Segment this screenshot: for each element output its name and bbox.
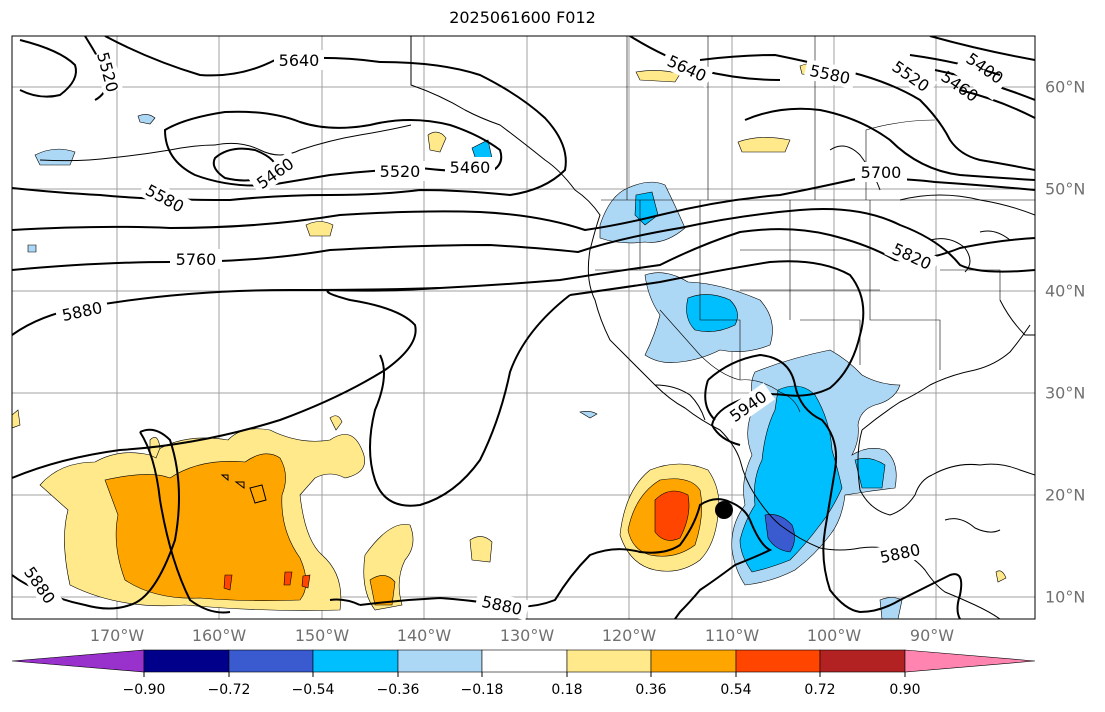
colorbar-bin <box>481 649 568 673</box>
lat-tick-label: 40°N <box>1045 281 1086 301</box>
colorbar-tick-label: −0.90 <box>122 682 166 698</box>
lon-tick-label: 150°W <box>294 626 350 645</box>
negative-anomaly-fill <box>27 114 903 619</box>
lat-tick-label: 30°N <box>1045 383 1086 403</box>
lon-tick-label: 120°W <box>601 626 657 645</box>
colorbar-bin <box>312 649 399 673</box>
colorbar-tick-label: −0.18 <box>460 682 504 698</box>
colorbar-bin <box>143 649 230 673</box>
lon-tick-label: 130°W <box>499 626 555 645</box>
political-borders <box>595 36 1035 413</box>
colorbar-bin <box>566 649 652 673</box>
contour-label: 5700 <box>861 163 902 182</box>
lon-tick-label: 140°W <box>396 626 452 645</box>
colorbar-bin <box>397 649 483 673</box>
graticule <box>12 36 1035 619</box>
colorbar-bin <box>735 649 821 673</box>
colorbar-bin <box>819 649 906 673</box>
colorbar-tick-label: 0.54 <box>720 682 752 698</box>
colorbar <box>11 649 1036 677</box>
lon-tick-label: 170°W <box>89 626 145 645</box>
map-title: 2025061600 F012 <box>449 8 596 27</box>
contour-label-group: 5520 5640 5640 5580 5520 5460 5400 5460 … <box>16 48 1007 621</box>
lat-tick-label: 60°N <box>1045 77 1086 97</box>
lon-tick-label: 160°W <box>191 626 247 645</box>
colorbar-tick-label: −0.72 <box>207 682 251 698</box>
contour-label: 5640 <box>279 51 320 70</box>
colorbar-tick-label: 0.72 <box>804 682 836 698</box>
colorbar-tick-label: −0.54 <box>291 682 335 698</box>
colorbar-tick-label: −0.36 <box>376 682 420 698</box>
colorbar-extend-low <box>11 649 145 673</box>
contour-label: 5460 <box>450 158 491 177</box>
colorbar-bin <box>650 649 737 673</box>
lon-tick-label: 100°W <box>806 626 862 645</box>
hurricane-marker <box>715 501 733 519</box>
contour-label: 5760 <box>176 250 217 269</box>
lat-tick-label: 50°N <box>1045 179 1086 199</box>
lon-tick-label: 90°W <box>909 626 955 645</box>
lat-tick-label: 20°N <box>1045 485 1086 505</box>
contour-label: 5520 <box>380 162 421 181</box>
lat-tick-label: 10°N <box>1045 587 1086 607</box>
positive-anomaly-fill <box>12 62 1007 611</box>
colorbar-extend-high <box>904 649 1036 673</box>
colorbar-tick-label: 0.36 <box>635 682 667 698</box>
colorbar-tick-label: 0.90 <box>889 682 921 698</box>
colorbar-bin <box>228 649 314 673</box>
colorbar-tick-label: 0.18 <box>551 682 583 698</box>
lon-tick-label: 110°W <box>704 626 760 645</box>
